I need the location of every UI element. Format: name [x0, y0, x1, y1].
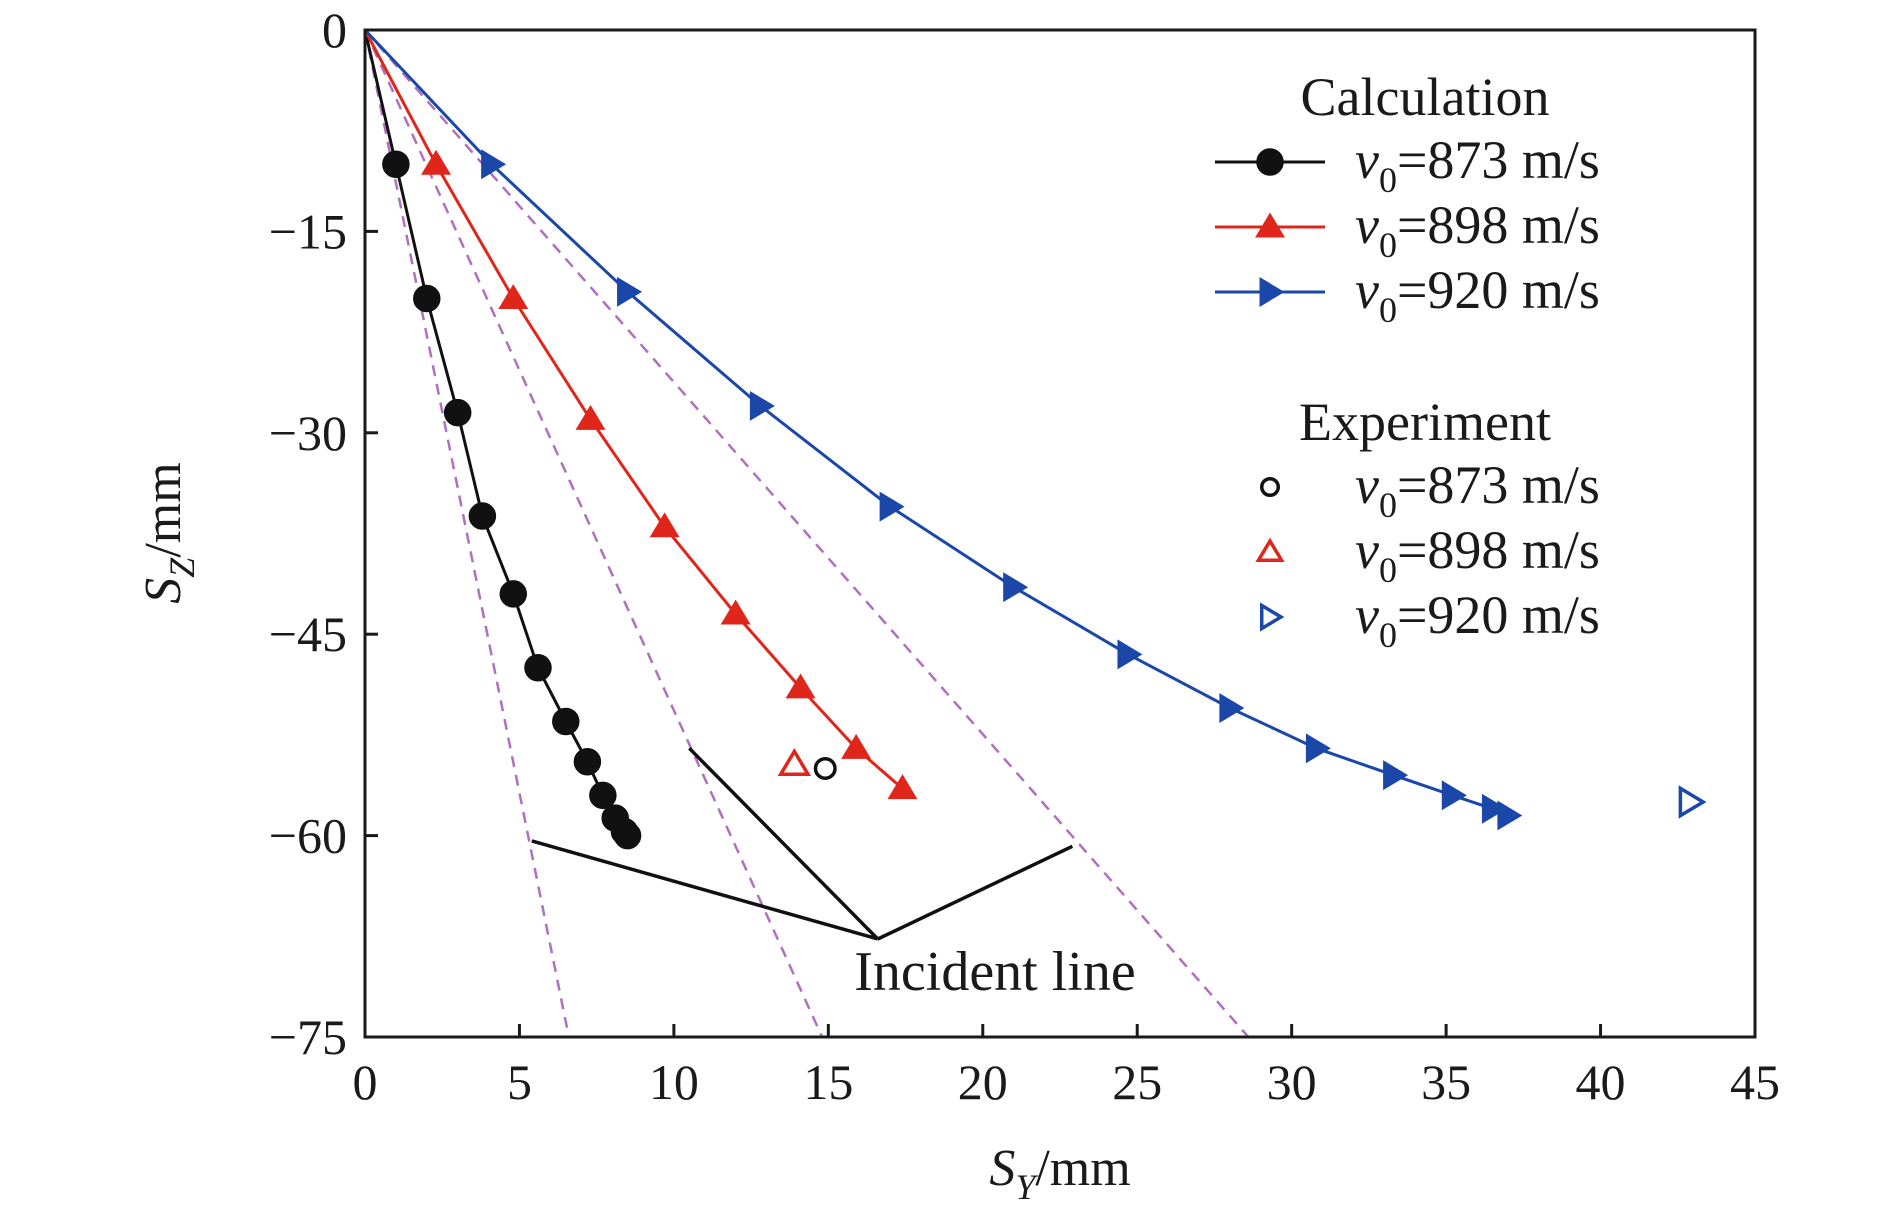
- y-tick-label: −60: [269, 808, 347, 864]
- legend-marker: [1255, 212, 1285, 238]
- data-point: [1117, 639, 1143, 670]
- data-point: [617, 276, 643, 307]
- data-point: [498, 284, 529, 310]
- data-series: [363, 28, 1707, 850]
- data-point: [749, 390, 775, 421]
- incident-line-annotation: [531, 747, 1074, 941]
- legend-marker: [1260, 602, 1285, 632]
- axis-ticks: 0 5 10 15 20 25 30 35 40 45 0 −15 −30 −45 −60 −75: [269, 2, 1780, 1110]
- legend-marker: [1255, 537, 1285, 562]
- data-point: [573, 748, 602, 776]
- plot-frame: [363, 28, 1757, 1039]
- series-calculation-3: [363, 28, 1523, 831]
- legend-marker: [1259, 277, 1285, 307]
- series-experiment-5: [777, 748, 812, 776]
- y-tick-label: 0: [322, 2, 347, 58]
- legend-label: v0=898 m/s: [1355, 195, 1600, 265]
- data-point: [1678, 785, 1707, 819]
- legend-label: v0=873 m/s: [1355, 130, 1600, 200]
- x-tick-label: 25: [1112, 1054, 1162, 1110]
- y-tick-label: −30: [269, 405, 347, 461]
- legend-entry-experiment-3: v0=920 m/s: [1260, 585, 1600, 655]
- legend-title-calculation: Calculation: [1301, 67, 1550, 127]
- legend-marker: [1260, 477, 1280, 497]
- data-point: [575, 404, 606, 430]
- data-point: [413, 284, 441, 313]
- data-point: [1497, 800, 1523, 831]
- legend-entry-calculation-3: v0=920 m/s: [1215, 260, 1600, 330]
- data-point: [382, 150, 410, 179]
- series-experiment-6: [1678, 785, 1707, 819]
- x-tick-label: 0: [353, 1054, 378, 1110]
- x-tick-label: 40: [1576, 1054, 1626, 1110]
- data-point: [421, 149, 452, 175]
- legend-entry-calculation-2: v0=898 m/s: [1215, 195, 1600, 265]
- data-point: [443, 398, 472, 427]
- legend-entry-experiment-2: v0=898 m/s: [1255, 520, 1600, 590]
- data-point: [777, 748, 812, 776]
- data-point: [841, 733, 872, 759]
- x-tick-label: 30: [1267, 1054, 1317, 1110]
- data-point: [468, 502, 497, 530]
- data-point: [813, 756, 837, 780]
- data-point: [589, 781, 617, 810]
- data-point: [524, 654, 552, 682]
- legend: v0=873 m/sv0=898 m/sv0=920 m/sv0=873 m/s…: [1215, 130, 1600, 655]
- annotation-pointer-2: [688, 747, 880, 941]
- x-axis-title: SY/mm: [989, 1140, 1130, 1207]
- legend-label: v0=873 m/s: [1355, 455, 1600, 525]
- legend-label: v0=920 m/s: [1355, 260, 1600, 330]
- legend-marker: [1256, 148, 1284, 176]
- incident-line-3: [365, 30, 1250, 1037]
- data-point: [1383, 760, 1409, 791]
- legend-entry-experiment-1: v0=873 m/s: [1260, 455, 1600, 525]
- incident-line-2: [365, 30, 824, 1037]
- y-tick-label: −45: [269, 606, 347, 662]
- data-point: [552, 707, 580, 736]
- x-tick-label: 10: [649, 1054, 699, 1110]
- incident-line-1: [365, 30, 571, 1037]
- data-point: [613, 821, 642, 850]
- series-experiment-4: [813, 756, 837, 780]
- data-point: [1305, 733, 1331, 764]
- series-calculation-2: [363, 29, 918, 800]
- data-point: [1441, 780, 1467, 811]
- data-point: [649, 512, 680, 538]
- data-point: [720, 599, 751, 625]
- data-point: [1219, 693, 1245, 724]
- x-tick-label: 5: [507, 1054, 532, 1110]
- incident-lines: [365, 30, 1250, 1037]
- data-point: [1481, 793, 1507, 824]
- data-point: [879, 491, 905, 522]
- annotation-pointer-1: [531, 839, 879, 941]
- x-tick-label: 45: [1730, 1054, 1780, 1110]
- series-line: [363, 29, 629, 837]
- data-point: [887, 774, 918, 800]
- data-point: [1003, 572, 1029, 603]
- x-tick-label: 20: [958, 1054, 1008, 1110]
- data-point: [481, 149, 507, 180]
- annotation-pointer-3: [877, 844, 1074, 941]
- legend-label: v0=920 m/s: [1355, 585, 1600, 655]
- x-tick-label: 35: [1421, 1054, 1471, 1110]
- y-tick-label: −75: [269, 1009, 347, 1065]
- data-point: [785, 673, 816, 699]
- x-tick-label: 15: [803, 1054, 853, 1110]
- y-axis-title: SZ/mm: [135, 462, 202, 603]
- legend-title-experiment: Experiment: [1299, 392, 1551, 452]
- y-tick-label: −15: [269, 203, 347, 259]
- legend-entry-calculation-1: v0=873 m/s: [1215, 130, 1600, 200]
- data-point: [499, 580, 528, 608]
- legend-label: v0=898 m/s: [1355, 520, 1600, 590]
- incident-line-label: Incident line: [854, 941, 1135, 1003]
- series-calculation-1: [363, 29, 642, 850]
